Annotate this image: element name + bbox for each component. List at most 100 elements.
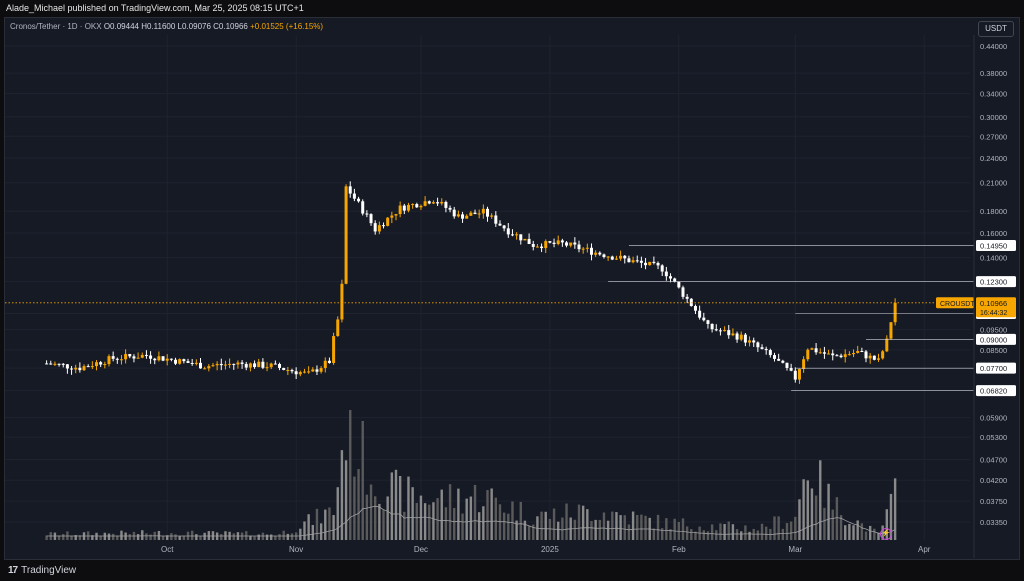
volume-bar bbox=[390, 472, 394, 540]
candle-body bbox=[685, 296, 689, 299]
candle-body bbox=[889, 322, 893, 339]
volume-bar bbox=[702, 530, 705, 540]
y-tick-label: 0.18000 bbox=[980, 207, 1007, 216]
candle-body bbox=[693, 306, 697, 311]
y-tick-label: 0.27000 bbox=[980, 132, 1007, 141]
volume-bar bbox=[744, 525, 747, 540]
y-tick-label: 0.09500 bbox=[980, 325, 1007, 334]
level-label: 0.09000 bbox=[980, 335, 1007, 344]
volume-bar bbox=[319, 523, 323, 540]
candle-body bbox=[656, 262, 660, 266]
volume-bar bbox=[448, 484, 452, 540]
x-tick-label: Oct bbox=[161, 545, 174, 554]
candle-body bbox=[86, 366, 90, 368]
y-tick-label: 0.30000 bbox=[980, 113, 1007, 122]
candle-body bbox=[560, 240, 564, 243]
candle-body bbox=[377, 225, 381, 232]
volume-bar bbox=[386, 496, 389, 540]
candle-body bbox=[57, 363, 61, 365]
candle-body bbox=[506, 228, 510, 235]
symbol-legend[interactable]: Cronos/Tether · 1D · OKX O0.09444 H0.116… bbox=[10, 22, 323, 31]
candle-body bbox=[298, 372, 302, 375]
candle-body bbox=[764, 348, 768, 351]
candle-body bbox=[872, 355, 876, 360]
candle-body bbox=[810, 348, 814, 350]
currency-button[interactable]: USDT bbox=[978, 21, 1014, 37]
volume-bar bbox=[149, 534, 152, 540]
candle-body bbox=[627, 258, 631, 263]
volume-bar bbox=[760, 523, 764, 540]
volume-bar bbox=[290, 533, 294, 540]
candle-body bbox=[768, 350, 772, 356]
volume-bar bbox=[490, 488, 493, 540]
volume-bar bbox=[644, 515, 647, 540]
level-label: 0.07700 bbox=[980, 364, 1007, 373]
candle-body bbox=[111, 356, 115, 359]
candle-body bbox=[361, 201, 365, 214]
chart-frame[interactable] bbox=[4, 17, 1020, 560]
volume-bar bbox=[299, 528, 302, 540]
volume-bar bbox=[436, 498, 439, 540]
level-label: 0.12300 bbox=[980, 278, 1007, 287]
volume-bar bbox=[848, 523, 851, 540]
volume-bar bbox=[511, 501, 514, 540]
volume-bar bbox=[453, 507, 456, 540]
y-tick-label: 0.34000 bbox=[980, 90, 1007, 99]
candle-body bbox=[411, 204, 415, 206]
volume-bar bbox=[864, 531, 868, 540]
candle-body bbox=[194, 362, 198, 364]
candle-body bbox=[452, 209, 456, 217]
candle-body bbox=[278, 364, 282, 368]
volume-bar bbox=[315, 508, 319, 540]
candle-body bbox=[893, 302, 897, 323]
candle-body bbox=[282, 367, 286, 370]
candle-body bbox=[419, 205, 423, 208]
candle-body bbox=[65, 364, 69, 369]
candle-body bbox=[714, 329, 718, 331]
tradingview-logo[interactable]: 17 TradingView bbox=[8, 565, 76, 576]
candle-body bbox=[598, 252, 602, 255]
candle-body bbox=[149, 355, 153, 359]
volume-bar bbox=[207, 531, 211, 540]
candle-body bbox=[253, 363, 257, 368]
volume-bar bbox=[120, 530, 123, 540]
candle-body bbox=[544, 241, 548, 249]
volume-bar bbox=[107, 533, 111, 540]
lightning-icon[interactable]: ⚡ bbox=[880, 528, 892, 540]
countdown-label: 16:44:32 bbox=[980, 310, 1007, 317]
volume-bar bbox=[336, 487, 339, 540]
candle-body bbox=[885, 338, 889, 352]
volume-bar bbox=[128, 534, 131, 540]
candle-body bbox=[731, 333, 735, 336]
volume-bar bbox=[324, 509, 327, 540]
candle-body bbox=[228, 363, 232, 365]
candle-body bbox=[635, 260, 639, 262]
y-tick-label: 0.38000 bbox=[980, 69, 1007, 78]
candle-body bbox=[660, 265, 664, 272]
candle-body bbox=[664, 271, 668, 277]
y-tick-label: 0.16000 bbox=[980, 229, 1007, 238]
candle-body bbox=[477, 213, 481, 215]
candle-body bbox=[822, 352, 826, 354]
candle-body bbox=[594, 252, 598, 255]
volume-bar bbox=[814, 495, 818, 540]
volume-bar bbox=[690, 529, 693, 540]
candle-body bbox=[469, 212, 473, 216]
candle-body bbox=[739, 334, 743, 340]
y-tick-label: 0.03350 bbox=[980, 518, 1007, 527]
candle-body bbox=[423, 201, 427, 206]
volume-bar bbox=[70, 535, 73, 540]
volume-bar bbox=[419, 495, 423, 540]
grid-lines bbox=[5, 45, 970, 523]
candle-body bbox=[211, 365, 215, 367]
volume-bar bbox=[877, 532, 880, 540]
volume-bar bbox=[328, 507, 331, 540]
volume-bar bbox=[764, 526, 768, 540]
volume-bar bbox=[432, 502, 435, 540]
candle-body bbox=[402, 205, 406, 211]
volume-bar bbox=[265, 534, 269, 540]
level-label-box bbox=[976, 333, 1016, 345]
y-tick-label: 0.03750 bbox=[980, 497, 1007, 506]
volume-bar bbox=[552, 508, 556, 540]
